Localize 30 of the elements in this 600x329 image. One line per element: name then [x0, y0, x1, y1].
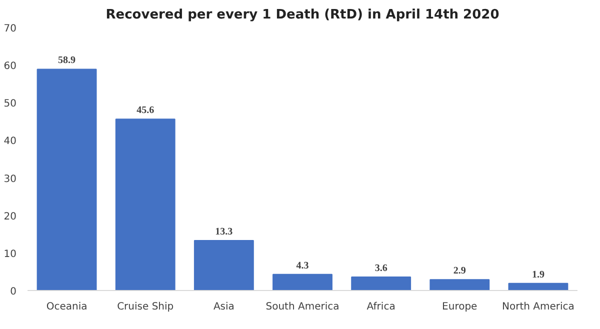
x-tick-label: Europe [442, 302, 478, 312]
bar [351, 276, 412, 290]
data-label: 13.3 [215, 226, 233, 238]
data-label: 2.9 [453, 266, 466, 277]
bar [194, 240, 254, 290]
y-tick-label: 10 [4, 248, 17, 260]
x-tick-label: Asia [213, 302, 234, 312]
x-tick-label: Cruise Ship [117, 302, 174, 312]
y-tick-label: 0 [10, 286, 17, 298]
bar [272, 274, 332, 290]
x-tick-label: South America [266, 302, 340, 312]
y-tick-label: 30 [4, 174, 17, 185]
y-tick-label: 40 [4, 136, 17, 148]
data-label: 1.9 [532, 269, 544, 280]
y-tick-label: 20 [4, 211, 17, 222]
y-tick-label: 60 [4, 61, 17, 72]
data-label: 58.9 [58, 55, 76, 66]
data-label: 45.6 [136, 105, 154, 116]
y-tick-label: 50 [4, 98, 17, 110]
bar [430, 279, 490, 290]
y-tick-label: 70 [4, 24, 17, 34]
bar [115, 118, 176, 290]
data-label: 4.3 [296, 260, 309, 272]
x-tick-label: Oceania [46, 302, 88, 312]
bar [508, 282, 568, 290]
x-tick-label: Africa [366, 302, 396, 312]
data-label: 3.6 [374, 262, 388, 274]
x-tick-label: North America [502, 302, 574, 312]
chart-title: Recovered per every 1 Death (RtD) in April 14th 2020 [106, 8, 500, 22]
bar [36, 68, 97, 290]
